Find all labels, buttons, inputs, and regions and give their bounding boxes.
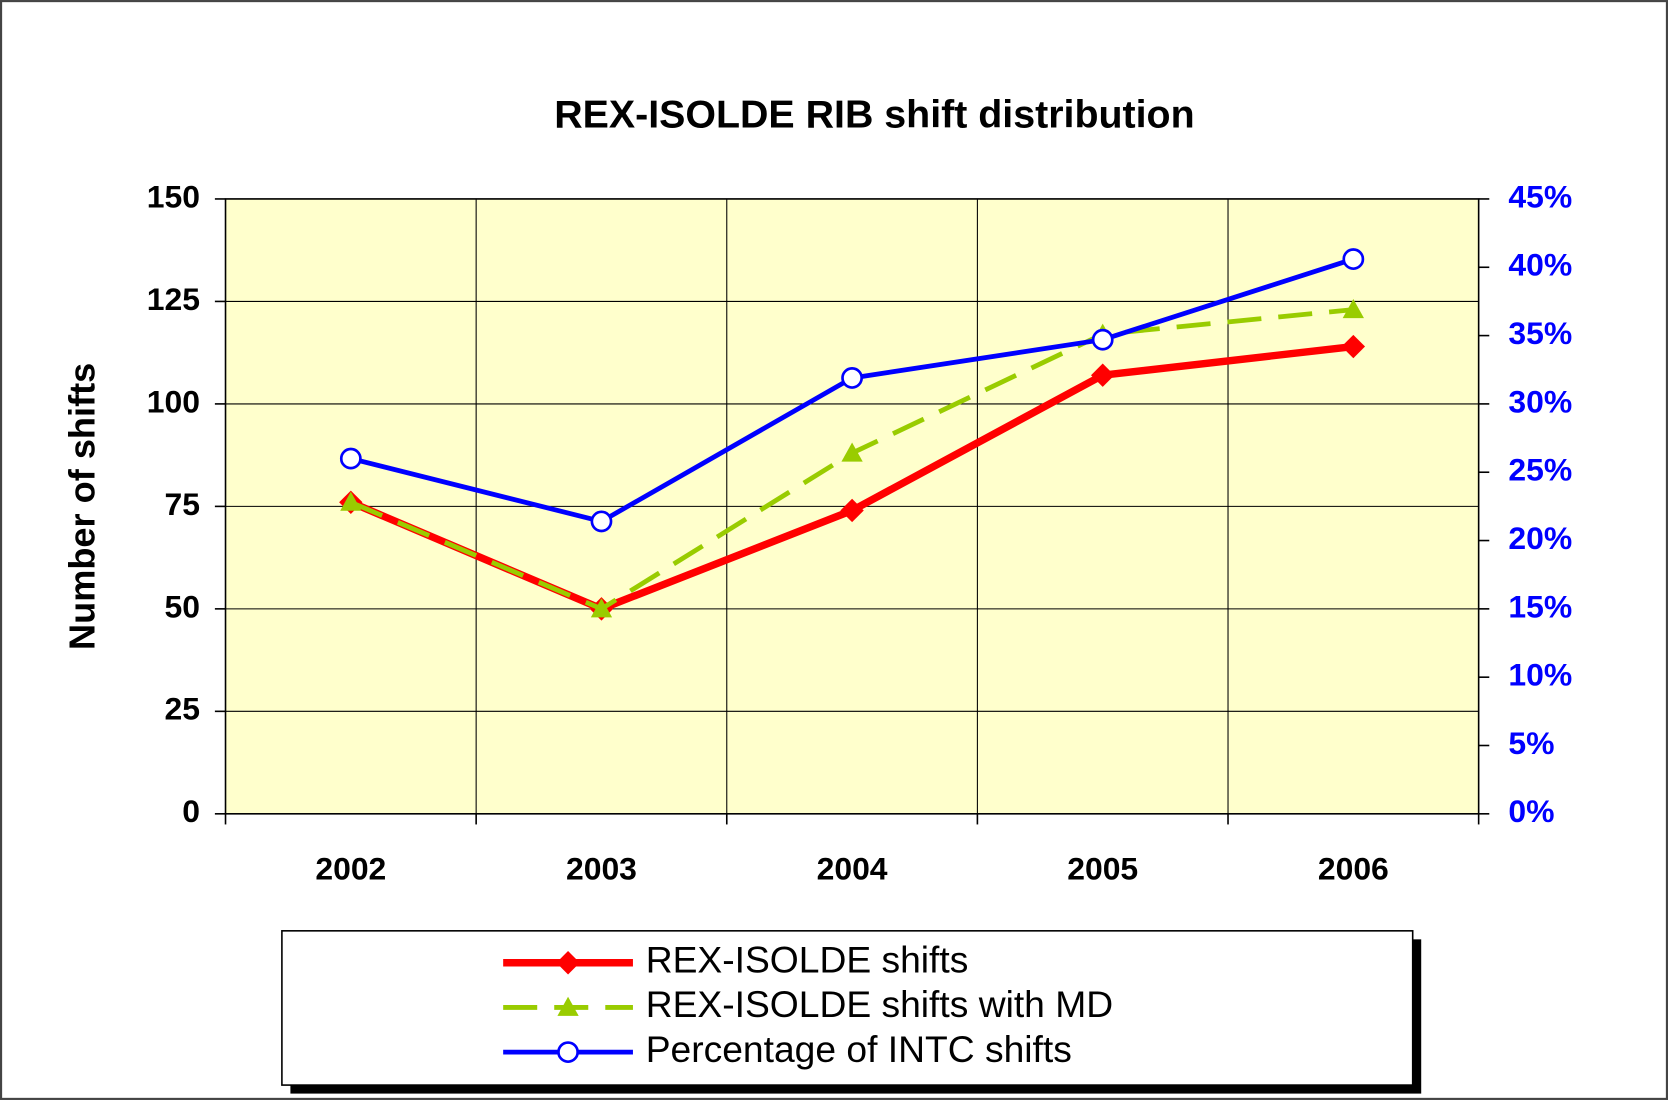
marker-circle bbox=[1342, 248, 1365, 270]
y2-tick-label: 15% bbox=[1508, 588, 1572, 624]
x-tick-label: 2003 bbox=[566, 851, 637, 887]
y-tick-label: 125 bbox=[147, 281, 200, 317]
y2-tick-label: 45% bbox=[1508, 178, 1572, 214]
y-tick-label: 25 bbox=[164, 691, 200, 727]
y-tick-label: 75 bbox=[164, 486, 200, 522]
legend-label: REX-ISOLDE shifts bbox=[646, 939, 969, 981]
marker-triangle bbox=[590, 598, 613, 618]
y2-tick-label: 0% bbox=[1508, 793, 1554, 829]
marker-triangle bbox=[1342, 298, 1364, 319]
y2-tick-label: 40% bbox=[1508, 247, 1572, 283]
legend-label: REX-ISOLDE shifts with MD bbox=[646, 983, 1113, 1025]
y2-tick-label: 35% bbox=[1508, 315, 1572, 351]
legend-box bbox=[281, 930, 1414, 1086]
chart-title: REX-ISOLDE RIB shift distribution bbox=[554, 92, 1194, 136]
y2-tick-label: 25% bbox=[1508, 452, 1572, 488]
y2-tick-label: 30% bbox=[1508, 383, 1572, 419]
marker-circle bbox=[557, 1041, 579, 1064]
marker-diamond bbox=[556, 951, 580, 975]
y-tick-label: 100 bbox=[147, 383, 200, 419]
legend-label: Percentage of INTC shifts bbox=[646, 1028, 1072, 1070]
marker-circle bbox=[339, 447, 362, 470]
x-tick-label: 2005 bbox=[1067, 851, 1138, 887]
marker-triangle bbox=[557, 996, 579, 1016]
y2-tick-label: 5% bbox=[1508, 725, 1554, 761]
y-axis-title: Number of shifts bbox=[62, 363, 103, 650]
y-tick-label: 0 bbox=[182, 793, 200, 829]
marker-circle bbox=[841, 367, 863, 389]
y-tick-label: 50 bbox=[164, 588, 200, 624]
marker-circle bbox=[1091, 328, 1114, 351]
x-tick-label: 2004 bbox=[817, 851, 888, 887]
x-tick-label: 2002 bbox=[315, 851, 386, 887]
y2-tick-label: 10% bbox=[1508, 657, 1572, 693]
x-tick-label: 2006 bbox=[1318, 851, 1389, 887]
y2-tick-label: 20% bbox=[1508, 520, 1572, 556]
y-tick-label: 150 bbox=[147, 178, 200, 214]
marker-circle bbox=[590, 510, 613, 533]
plot-border bbox=[224, 198, 1480, 815]
marker-triangle bbox=[841, 442, 863, 462]
marker-triangle bbox=[340, 491, 362, 511]
marker-diamond bbox=[840, 498, 864, 523]
